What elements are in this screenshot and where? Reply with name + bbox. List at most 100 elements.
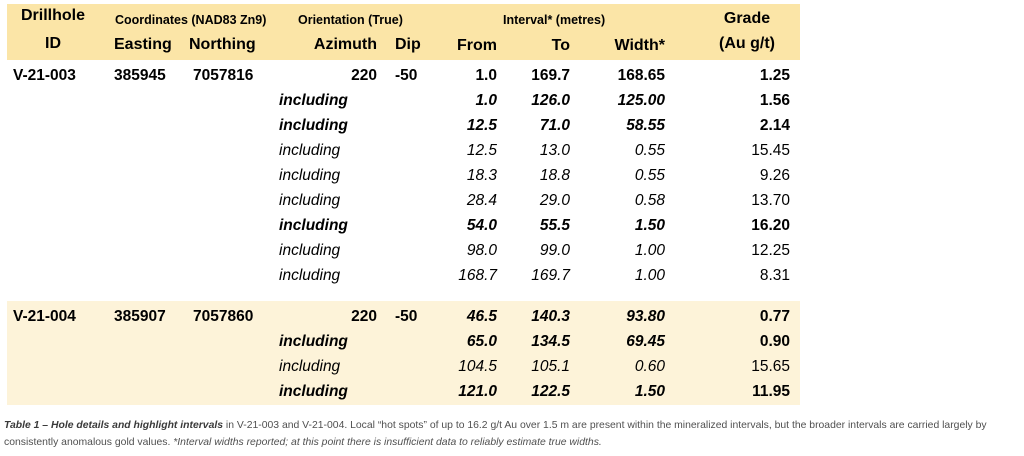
interval-to: 71.0 xyxy=(539,117,570,134)
hole-azimuth: 220 xyxy=(351,67,377,84)
including-row: including 98.0 99.0 1.00 12.25 xyxy=(7,239,800,264)
interval-from: 28.4 xyxy=(466,192,497,209)
header-from: From xyxy=(457,37,497,54)
caption-lead: Table 1 – Hole details and highlight int… xyxy=(4,420,224,431)
including-row: including 104.5 105.1 0.60 15.65 xyxy=(7,355,800,380)
header-interval: Interval* (metres) xyxy=(503,13,606,27)
table-caption: Table 1 – Hole details and highlight int… xyxy=(4,417,1020,451)
including-label: including xyxy=(279,92,348,109)
including-label: including xyxy=(279,167,341,184)
interval-width: 1.50 xyxy=(634,383,665,400)
header-orientation: Orientation (True) xyxy=(298,13,403,27)
interval-width: 1.00 xyxy=(634,242,665,259)
header-width: Width* xyxy=(614,37,665,54)
hole-easting: 385907 xyxy=(114,308,166,325)
hole-id: V-21-003 xyxy=(13,67,76,84)
including-row: including 54.0 55.5 1.50 16.20 xyxy=(7,214,800,239)
header-coordinates: Coordinates (NAD83 Zn9) xyxy=(115,13,267,27)
interval-to: 122.5 xyxy=(531,383,570,400)
hole-dip: -50 xyxy=(395,67,418,84)
interval-from: 1.0 xyxy=(475,67,497,84)
interval-width: 0.60 xyxy=(634,358,665,375)
interval-from: 1.0 xyxy=(475,92,497,109)
header-drillhole: Drillhole xyxy=(20,7,85,24)
interval-to: 169.7 xyxy=(531,67,570,84)
interval-from: 98.0 xyxy=(466,242,497,259)
interval-grade: 11.95 xyxy=(752,383,790,400)
header-northing: Northing xyxy=(189,36,256,53)
header-easting: Easting xyxy=(114,36,172,53)
interval-grade: 0.77 xyxy=(759,308,790,325)
including-row: including 12.5 13.0 0.55 15.45 xyxy=(7,139,800,164)
interval-width: 93.80 xyxy=(626,308,665,325)
including-label: including xyxy=(279,267,341,284)
interval-to: 13.0 xyxy=(539,142,570,159)
including-row: including 168.7 169.7 1.00 8.31 xyxy=(7,264,800,289)
interval-grade: 13.70 xyxy=(751,192,790,209)
including-row: including 12.5 71.0 58.55 2.14 xyxy=(7,114,800,139)
interval-to: 18.8 xyxy=(539,167,570,184)
including-label: including xyxy=(279,217,348,234)
interval-to: 55.5 xyxy=(539,217,570,234)
caption-body: in V-21-003 and V-21-004. Local “hot spo… xyxy=(4,420,987,448)
including-label: including xyxy=(279,358,341,375)
interval-from: 104.5 xyxy=(458,358,497,375)
header-grade: Grade xyxy=(723,10,771,27)
interval-to: 29.0 xyxy=(539,192,570,209)
including-row: including 18.3 18.8 0.55 9.26 xyxy=(7,164,800,189)
interval-width: 0.58 xyxy=(634,192,665,209)
caption-footnote: *Interval widths reported; at this point… xyxy=(173,437,602,448)
including-label: including xyxy=(279,383,348,400)
interval-grade: 12.25 xyxy=(751,242,790,259)
interval-width: 0.55 xyxy=(634,142,665,159)
including-row: including 1.0 126.0 125.00 1.56 xyxy=(7,89,800,114)
including-label: including xyxy=(279,117,348,134)
header-dip: Dip xyxy=(395,36,421,53)
interval-width: 168.65 xyxy=(617,67,665,84)
interval-grade: 9.26 xyxy=(759,167,790,184)
including-label: including xyxy=(279,242,341,259)
header-to: To xyxy=(551,37,570,54)
table-spacer xyxy=(7,285,800,301)
interval-grade: 15.45 xyxy=(751,142,790,159)
interval-from: 54.0 xyxy=(466,217,497,234)
interval-grade: 2.14 xyxy=(759,117,790,134)
interval-from: 121.0 xyxy=(458,383,497,400)
interval-from: 18.3 xyxy=(466,167,497,184)
table-header: Drillhole ID Coordinates (NAD83 Zn9) Eas… xyxy=(7,4,800,60)
hole-id: V-21-004 xyxy=(13,308,76,325)
including-row: including 28.4 29.0 0.58 13.70 xyxy=(7,189,800,214)
hole-northing: 7057816 xyxy=(193,67,254,84)
interval-grade: 16.20 xyxy=(751,217,790,234)
including-row: including 65.0 134.5 69.45 0.90 xyxy=(7,330,800,355)
interval-to: 126.0 xyxy=(531,92,570,109)
interval-from: 12.5 xyxy=(466,117,497,134)
interval-width: 0.55 xyxy=(634,167,665,184)
including-label: including xyxy=(279,192,341,209)
including-label: including xyxy=(279,142,341,159)
interval-grade: 0.90 xyxy=(759,333,790,350)
hole-easting: 385945 xyxy=(114,67,166,84)
interval-width: 58.55 xyxy=(626,117,665,134)
interval-to: 134.5 xyxy=(531,333,570,350)
interval-width: 1.50 xyxy=(634,217,665,234)
interval-grade: 1.56 xyxy=(759,92,790,109)
interval-to: 169.7 xyxy=(531,267,570,284)
hole-summary-row: V-21-004 385907 7057860 220 -50 46.5 140.3 93.8… xyxy=(7,305,800,330)
interval-width: 69.45 xyxy=(626,333,665,350)
header-grade-unit: (Au g/t) xyxy=(719,35,775,52)
hole-azimuth: 220 xyxy=(351,308,377,325)
interval-grade: 15.65 xyxy=(751,358,790,375)
hole-dip: -50 xyxy=(395,308,418,325)
interval-from: 168.7 xyxy=(458,267,497,284)
interval-from: 65.0 xyxy=(466,333,497,350)
including-label: including xyxy=(279,333,348,350)
including-row: including 121.0 122.5 1.50 11.95 xyxy=(7,380,800,405)
interval-width: 1.00 xyxy=(634,267,665,284)
interval-grade: 8.31 xyxy=(759,267,790,284)
interval-grade: 1.25 xyxy=(759,67,790,84)
header-id: ID xyxy=(45,35,61,52)
drillhole-table: Drillhole ID Coordinates (NAD83 Zn9) Eas… xyxy=(7,4,800,405)
hole-summary-row: V-21-003 385945 7057816 220 -50 1.0 169.7 168.6… xyxy=(7,64,800,89)
interval-from: 46.5 xyxy=(466,308,497,325)
